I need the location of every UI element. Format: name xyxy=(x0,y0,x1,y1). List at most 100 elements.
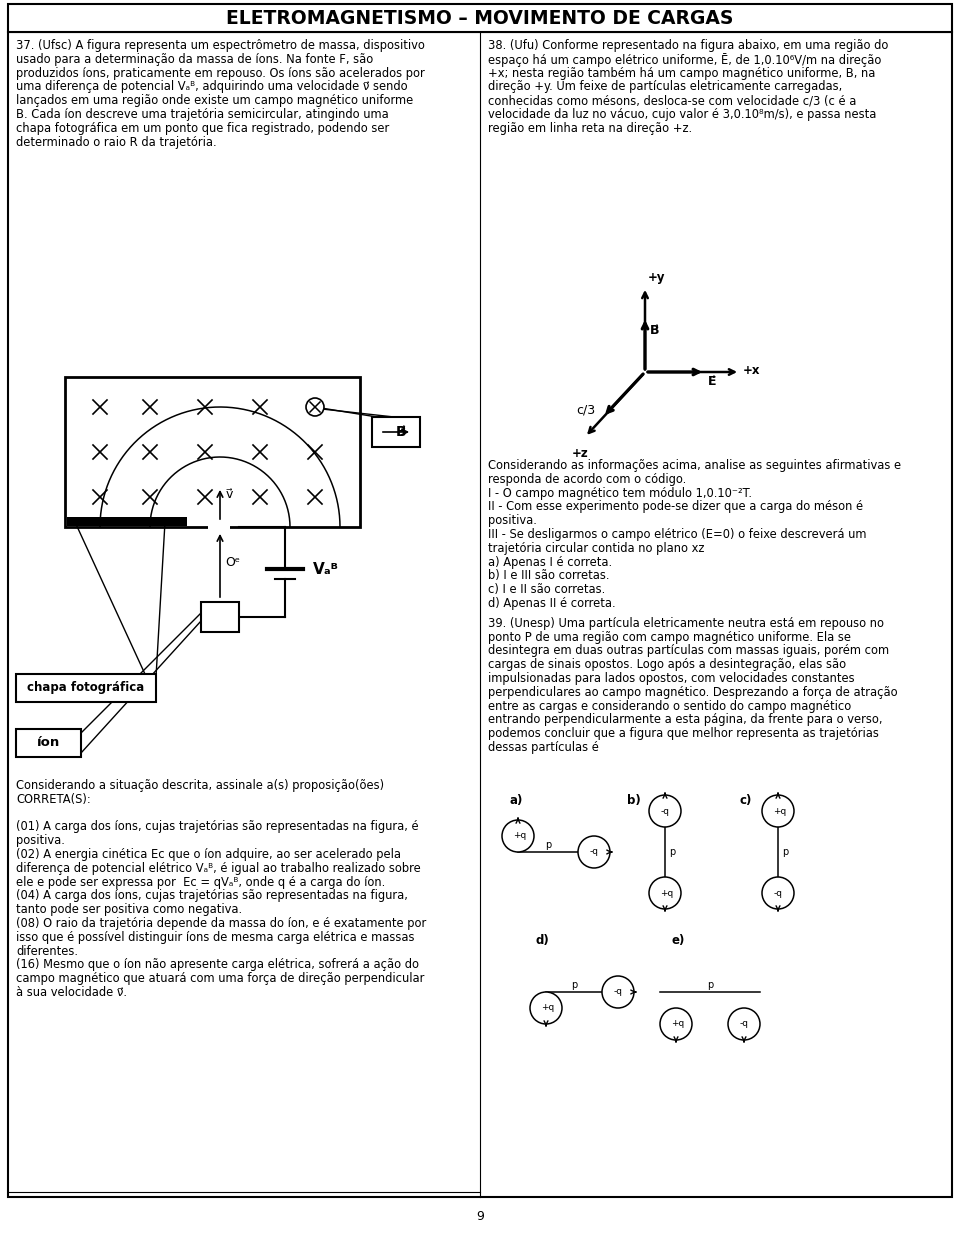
Text: c/3: c/3 xyxy=(576,404,595,416)
Circle shape xyxy=(762,796,794,827)
Text: d) Apenas II é correta.: d) Apenas II é correta. xyxy=(488,597,615,610)
Text: espaço há um campo elétrico uniforme, Ē, de 1,0.10⁶V/m na direção: espaço há um campo elétrico uniforme, Ē,… xyxy=(488,52,881,67)
Text: a): a) xyxy=(510,794,523,807)
Bar xyxy=(201,602,239,632)
Bar xyxy=(208,520,230,530)
Text: I - O campo magnético tem módulo 1,0.10⁻²T.: I - O campo magnético tem módulo 1,0.10⁻… xyxy=(488,486,752,500)
Text: +q: +q xyxy=(774,807,786,816)
Text: (08) O raio da trajetória depende da massa do íon, e é exatamente por: (08) O raio da trajetória depende da mas… xyxy=(16,917,426,930)
Text: F: F xyxy=(215,610,225,624)
Bar xyxy=(67,518,187,526)
Text: uma diferença de potencial Vₐᴮ, adquirindo uma velocidade ν⃗ sendo: uma diferença de potencial Vₐᴮ, adquirin… xyxy=(16,80,408,94)
Text: -q: -q xyxy=(660,807,669,816)
Bar xyxy=(65,377,360,527)
Text: 37. (Ufsc) A figura representa um espectrômetro de massa, dispositivo: 37. (Ufsc) A figura representa um espect… xyxy=(16,39,425,52)
Text: dessas partículas é: dessas partículas é xyxy=(488,741,599,754)
Text: diferença de potencial elétrico Vₐᴮ, é igual ao trabalho realizado sobre: diferença de potencial elétrico Vₐᴮ, é i… xyxy=(16,862,420,875)
Text: 38. (Ufu) Conforme representado na figura abaixo, em uma região do: 38. (Ufu) Conforme representado na figur… xyxy=(488,39,888,52)
Bar xyxy=(16,673,156,702)
Text: Vₐᴮ: Vₐᴮ xyxy=(313,562,339,577)
Circle shape xyxy=(762,877,794,909)
Text: responda de acordo com o código.: responda de acordo com o código. xyxy=(488,473,686,486)
Text: p: p xyxy=(782,847,788,857)
Circle shape xyxy=(728,1008,760,1040)
Text: entre as cargas e considerando o sentido do campo magnético: entre as cargas e considerando o sentido… xyxy=(488,700,852,712)
Text: ponto P de uma região com campo magnético uniforme. Ela se: ponto P de uma região com campo magnétic… xyxy=(488,631,851,643)
Text: B. Cada íon descreve uma trajetória semicircular, atingindo uma: B. Cada íon descreve uma trajetória semi… xyxy=(16,108,389,121)
Text: velocidade da luz no vácuo, cujo valor é 3,0.10⁸m/s), e passa nesta: velocidade da luz no vácuo, cujo valor é… xyxy=(488,108,876,121)
Text: trajetória circular contida no plano xz: trajetória circular contida no plano xz xyxy=(488,541,705,555)
Text: b) I e III são corretas.: b) I e III são corretas. xyxy=(488,570,610,582)
Text: íon: íon xyxy=(36,737,60,749)
Text: 39. (Unesp) Uma partícula eletricamente neutra está em repouso no: 39. (Unesp) Uma partícula eletricamente … xyxy=(488,617,884,630)
Bar xyxy=(372,416,420,446)
Text: região em linha reta na direção +z.: região em linha reta na direção +z. xyxy=(488,122,692,135)
Text: tanto pode ser positiva como negativa.: tanto pode ser positiva como negativa. xyxy=(16,903,242,917)
Text: chapa fotográfica em um ponto que fica registrado, podendo ser: chapa fotográfica em um ponto que fica r… xyxy=(16,122,389,135)
Text: podemos concluir que a figura que melhor representa as trajetórias: podemos concluir que a figura que melhor… xyxy=(488,727,878,741)
Text: (02) A energia cinética Eᴄ que o íon adquire, ao ser acelerado pela: (02) A energia cinética Eᴄ que o íon adq… xyxy=(16,848,401,860)
Text: p: p xyxy=(669,847,675,857)
Text: entrando perpendicularmente a esta página, da frente para o verso,: entrando perpendicularmente a esta págin… xyxy=(488,713,882,727)
Text: Considerando a situação descrita, assinale a(s) proposição(ões): Considerando a situação descrita, assina… xyxy=(16,779,384,792)
Text: +x: +x xyxy=(743,363,760,377)
Text: (04) A carga dos íons, cujas trajetórias são representadas na figura,: (04) A carga dos íons, cujas trajetórias… xyxy=(16,889,408,903)
Text: ELETROMAGNETISMO – MOVIMENTO DE CARGAS: ELETROMAGNETISMO – MOVIMENTO DE CARGAS xyxy=(227,9,733,27)
Text: CORRETA(S):: CORRETA(S): xyxy=(16,793,91,806)
Text: c): c) xyxy=(740,794,753,807)
Text: -q: -q xyxy=(739,1020,749,1029)
Text: +y: +y xyxy=(648,271,665,284)
Text: (01) A carga dos íons, cujas trajetórias são representadas na figura, é: (01) A carga dos íons, cujas trajetórias… xyxy=(16,821,419,833)
Circle shape xyxy=(649,796,681,827)
Text: usado para a determinação da massa de íons. Na fonte F, são: usado para a determinação da massa de ío… xyxy=(16,52,373,66)
Text: a) Apenas I é correta.: a) Apenas I é correta. xyxy=(488,556,612,569)
Circle shape xyxy=(578,835,610,868)
Text: isso que é possível distinguir íons de mesma carga elétrica e massas: isso que é possível distinguir íons de m… xyxy=(16,930,415,944)
Text: (16) Mesmo que o íon não apresente carga elétrica, sofrerá a ação do: (16) Mesmo que o íon não apresente carga… xyxy=(16,959,419,971)
Text: B⃗: B⃗ xyxy=(396,425,406,439)
Text: direção +y. Um feixe de partículas eletricamente carregadas,: direção +y. Um feixe de partículas eletr… xyxy=(488,80,842,94)
Circle shape xyxy=(502,821,534,852)
Text: p: p xyxy=(707,980,713,990)
Text: b): b) xyxy=(627,794,640,807)
Text: c) I e II são corretas.: c) I e II são corretas. xyxy=(488,584,605,596)
Text: II - Com esse experimento pode-se dizer que a carga do méson é: II - Com esse experimento pode-se dizer … xyxy=(488,500,863,514)
Text: à sua velocidade ν⃗.: à sua velocidade ν⃗. xyxy=(16,986,127,999)
Text: determinado o raio R da trajetória.: determinado o raio R da trajetória. xyxy=(16,136,217,148)
Text: e): e) xyxy=(672,934,685,946)
Circle shape xyxy=(306,398,324,416)
Text: -q: -q xyxy=(589,848,598,857)
Text: ele e pode ser expressa por  Eᴄ = qVₐᴮ, onde q é a carga do íon.: ele e pode ser expressa por Eᴄ = qVₐᴮ, o… xyxy=(16,875,385,889)
Text: +q: +q xyxy=(541,1004,555,1013)
Text: +z: +z xyxy=(571,446,588,460)
Text: Considerando as informações acima, analise as seguintes afirmativas e: Considerando as informações acima, anali… xyxy=(488,459,901,473)
Text: impulsionadas para lados opostos, com velocidades constantes: impulsionadas para lados opostos, com ve… xyxy=(488,672,854,685)
Text: -q: -q xyxy=(613,988,622,996)
Text: d): d) xyxy=(536,934,550,946)
Text: p: p xyxy=(571,980,577,990)
Text: E⃗: E⃗ xyxy=(708,375,716,388)
Text: desintegra em duas outras partículas com massas iguais, porém com: desintegra em duas outras partículas com… xyxy=(488,645,889,657)
Text: lançados em uma região onde existe um campo magnético uniforme: lançados em uma região onde existe um ca… xyxy=(16,95,413,107)
Text: cargas de sinais opostos. Logo após a desintegração, elas são: cargas de sinais opostos. Logo após a de… xyxy=(488,658,846,671)
Circle shape xyxy=(530,993,562,1024)
Text: produzidos íons, praticamente em repouso. Os íons são acelerados por: produzidos íons, praticamente em repouso… xyxy=(16,66,424,80)
Text: v⃗: v⃗ xyxy=(226,489,233,501)
Text: diferentes.: diferentes. xyxy=(16,944,78,958)
Text: -q: -q xyxy=(774,889,782,898)
Text: +q: +q xyxy=(660,889,674,898)
Text: B⃗: B⃗ xyxy=(650,323,660,337)
Text: p: p xyxy=(545,840,551,850)
Text: III - Se desligarmos o campo elétrico (E=0) o feixe descreverá um: III - Se desligarmos o campo elétrico (E… xyxy=(488,527,867,541)
Text: positiva.: positiva. xyxy=(16,834,65,847)
Text: +q: +q xyxy=(671,1020,684,1029)
Circle shape xyxy=(649,877,681,909)
Circle shape xyxy=(602,976,634,1008)
Text: positiva.: positiva. xyxy=(488,514,537,527)
Text: campo magnético que atuará com uma força de direção perpendicular: campo magnético que atuará com uma força… xyxy=(16,973,424,985)
Bar xyxy=(8,4,952,32)
Text: chapa fotográfica: chapa fotográfica xyxy=(28,682,145,695)
Text: perpendiculares ao campo magnético. Desprezando a força de atração: perpendiculares ao campo magnético. Desp… xyxy=(488,686,898,698)
Text: +x; nesta região também há um campo magnético uniforme, B, na: +x; nesta região também há um campo magn… xyxy=(488,66,876,80)
Text: +q: +q xyxy=(514,832,527,840)
